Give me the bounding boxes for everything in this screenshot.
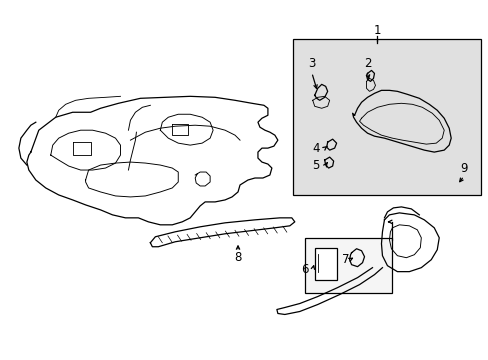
Text: 8: 8	[234, 251, 241, 264]
Text: 7: 7	[341, 253, 348, 266]
Text: 9: 9	[460, 162, 467, 175]
Bar	[292, 39, 480, 195]
Text: 6: 6	[301, 263, 308, 276]
Bar	[304, 238, 392, 293]
Text: 5: 5	[311, 158, 319, 172]
Text: 2: 2	[363, 57, 370, 70]
Bar	[314, 248, 336, 280]
Text: 3: 3	[307, 57, 315, 70]
Text: 1: 1	[373, 24, 381, 37]
Text: 4: 4	[311, 141, 319, 155]
